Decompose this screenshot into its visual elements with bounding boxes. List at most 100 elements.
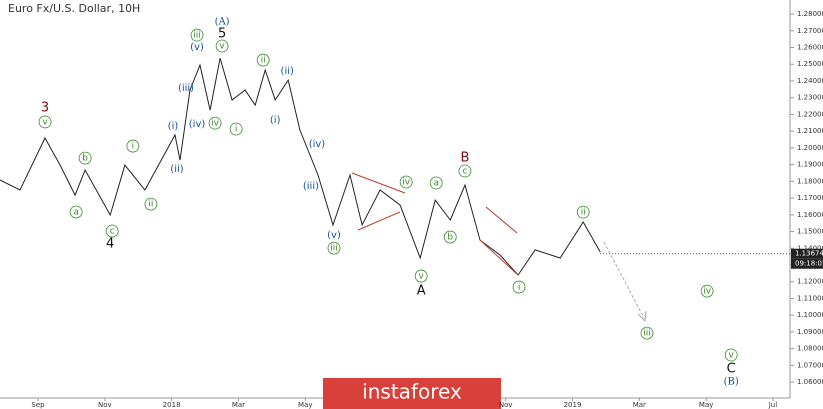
wave-circle bbox=[700, 284, 714, 298]
wave-label: a bbox=[73, 207, 79, 217]
wave-circle bbox=[215, 39, 229, 53]
wave-label: iii bbox=[643, 329, 651, 339]
x-tick-label: May bbox=[298, 401, 312, 409]
wave-label: c bbox=[462, 166, 467, 176]
x-tick-label: Nov bbox=[499, 401, 513, 409]
y-tick-label: 1.14000 bbox=[797, 244, 823, 252]
triangle-line bbox=[357, 211, 401, 231]
wave-label: iv bbox=[703, 287, 712, 297]
wave-label: iii bbox=[193, 31, 201, 41]
last-price-label: 1.13674 bbox=[795, 250, 823, 258]
wave-label: iv bbox=[211, 119, 220, 129]
plot-area bbox=[0, 57, 601, 276]
chart-title: Euro Fx/U.S. Dollar, 10H bbox=[8, 2, 140, 15]
y-tick-label: 1.25000 bbox=[797, 60, 823, 68]
x-tick-label: Sep bbox=[31, 401, 45, 409]
wave-label: (i) bbox=[270, 115, 281, 126]
y-tick-label: 1.18000 bbox=[797, 177, 823, 185]
x-tick-label: 2018 bbox=[163, 401, 181, 409]
wave-label: i bbox=[235, 124, 238, 134]
watermark: instaforex bbox=[362, 380, 462, 404]
wave-circle bbox=[724, 348, 738, 362]
y-tick-label: 1.17000 bbox=[797, 194, 823, 202]
wave-label: v bbox=[419, 272, 425, 282]
projection-line bbox=[603, 241, 645, 319]
wave-label: b bbox=[82, 154, 88, 164]
wave-label: v bbox=[219, 42, 225, 52]
wave-circle bbox=[327, 241, 341, 255]
y-tick-label: 1.21000 bbox=[797, 127, 823, 135]
wave-label: i bbox=[518, 283, 521, 293]
y-tick-label: 1.06000 bbox=[797, 378, 823, 386]
wave-label: iii bbox=[330, 244, 338, 254]
wave-circle bbox=[399, 175, 413, 189]
wave-label: (ii) bbox=[170, 164, 183, 175]
watermark-box bbox=[323, 378, 501, 409]
wave-label: 4 bbox=[106, 237, 114, 252]
wave-circle bbox=[126, 139, 140, 153]
x-tick-label: Nov bbox=[98, 401, 112, 409]
y-tick-label: 1.10000 bbox=[797, 311, 823, 319]
wave-label: A bbox=[417, 284, 426, 299]
price-line bbox=[0, 57, 601, 276]
wave-circle bbox=[429, 176, 443, 190]
y-tick-label: 1.15000 bbox=[797, 228, 823, 236]
wave-circle bbox=[576, 205, 590, 219]
wave-label: (v) bbox=[190, 42, 204, 53]
y-tick-label: 1.08000 bbox=[797, 345, 823, 353]
wave-circle bbox=[512, 280, 526, 294]
wave-label: a bbox=[433, 179, 439, 189]
wave-label: (iv) bbox=[309, 139, 326, 150]
wave-label: (B) bbox=[724, 377, 739, 388]
wave-label: v bbox=[729, 351, 735, 361]
x-tick-label: 2019 bbox=[564, 401, 582, 409]
wave-circle bbox=[105, 224, 119, 238]
x-tick-label: May bbox=[699, 401, 713, 409]
projection-arrow bbox=[637, 310, 647, 323]
wave-label: i bbox=[132, 142, 135, 152]
countdown-badge bbox=[791, 258, 823, 269]
y-tick-label: 1.19000 bbox=[797, 161, 823, 169]
wave-circle bbox=[190, 28, 204, 42]
x-tick-label: Mar bbox=[232, 401, 245, 409]
x-tick-label: Jul bbox=[768, 401, 778, 409]
wave-label: (A) bbox=[215, 17, 230, 28]
y-tick-label: 1.16000 bbox=[797, 211, 823, 219]
wave-circle bbox=[443, 230, 457, 244]
wave-label: 3 bbox=[41, 101, 49, 116]
triangle-line bbox=[351, 172, 406, 194]
wave-label: c bbox=[110, 227, 115, 237]
wave-circle bbox=[208, 116, 222, 130]
y-tick-label: 1.09000 bbox=[797, 328, 823, 336]
wave-label: iv bbox=[402, 178, 411, 188]
x-tick-label: Mar bbox=[633, 401, 646, 409]
wave-label: B bbox=[460, 151, 469, 166]
wave-circle bbox=[38, 115, 52, 129]
y-tick-label: 1.22000 bbox=[797, 110, 823, 118]
wave-label: ii bbox=[261, 56, 266, 66]
y-tick-label: 1.28000 bbox=[797, 10, 823, 18]
wave-label: C bbox=[727, 362, 736, 377]
y-tick-label: 1.12000 bbox=[797, 278, 823, 286]
wedge-line bbox=[485, 206, 518, 234]
wave-label: ii bbox=[148, 200, 153, 210]
last-price-badge bbox=[791, 248, 823, 259]
y-tick-label: 1.07000 bbox=[797, 361, 823, 369]
wave-label: (ii) bbox=[281, 66, 294, 77]
y-tick-label: 1.24000 bbox=[797, 77, 823, 85]
y-tick-label: 1.23000 bbox=[797, 94, 823, 102]
wave-label: v bbox=[42, 117, 48, 127]
wave-label: (iii) bbox=[303, 181, 319, 192]
wave-circle bbox=[69, 205, 83, 219]
y-tick-label: 1.20000 bbox=[797, 144, 823, 152]
wave-circle bbox=[256, 53, 270, 67]
wave-circle bbox=[229, 122, 243, 136]
wedge-line bbox=[479, 239, 519, 276]
wave-label: (iv) bbox=[189, 119, 206, 130]
wave-label: (iii) bbox=[178, 83, 194, 94]
wave-label: (v) bbox=[327, 230, 341, 241]
wave-circle bbox=[458, 164, 472, 178]
wave-circle bbox=[144, 197, 158, 211]
